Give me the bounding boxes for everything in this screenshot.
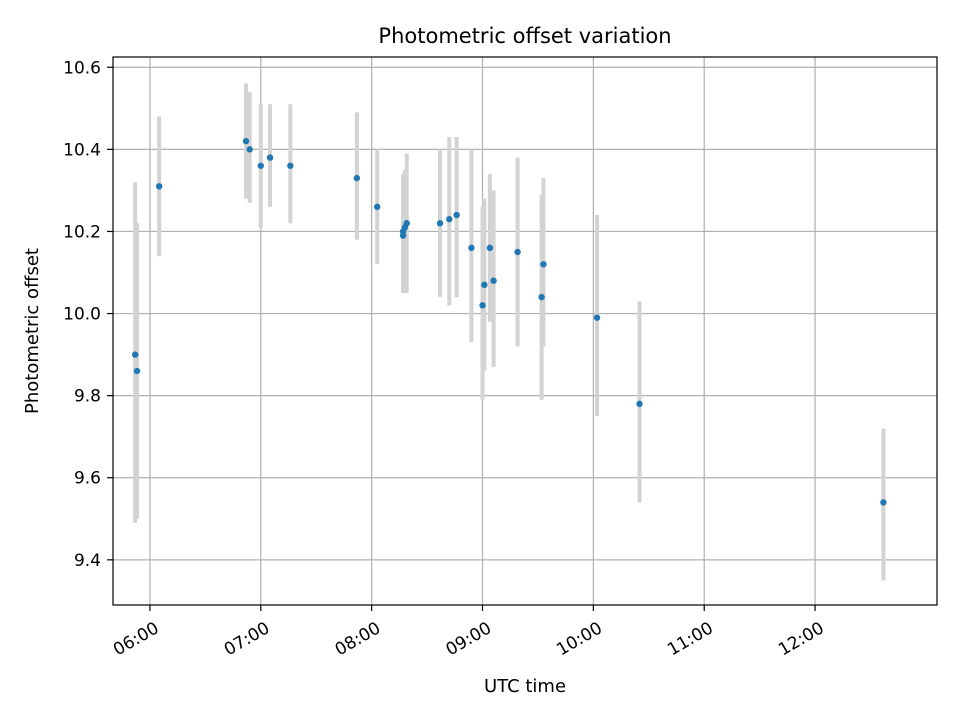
data-point: [131, 351, 139, 358]
data-point: [266, 154, 274, 161]
x-axis-label: UTC time: [484, 676, 566, 697]
y-tick-label: 9.8: [74, 387, 101, 407]
data-point: [373, 203, 381, 211]
y-axis-label: Photometric offset: [22, 248, 43, 414]
x-tick-label: 10:00: [553, 618, 605, 660]
y-tick-label: 9.6: [74, 469, 101, 489]
y-tick-label: 10.4: [63, 140, 101, 160]
data-point: [486, 244, 494, 252]
y-tick-label: 10.6: [63, 58, 101, 78]
data-point: [636, 400, 643, 408]
data-point: [403, 220, 410, 227]
data-point: [155, 183, 163, 190]
axis-ticks: 06:00 07:00 08:00 09:00 10:00 11:00 12:00 9.4 9.…: [63, 58, 827, 660]
x-tick-label: 08:00: [332, 618, 384, 660]
data-point: [436, 220, 444, 227]
y-tick-label: 10.0: [63, 305, 101, 325]
error-bars: [133, 83, 886, 581]
data-point: [540, 261, 547, 268]
grid: [113, 57, 937, 605]
data-point: [538, 293, 545, 301]
data-point: [514, 248, 521, 256]
y-tick-label: 10.2: [63, 222, 101, 242]
data-point: [399, 232, 407, 239]
plot-frame: [112, 56, 938, 606]
chart-title: Photometric offset variation: [378, 24, 671, 48]
x-tick-label: 09:00: [443, 618, 495, 660]
x-tick-label: 11:00: [664, 618, 716, 660]
data-point: [353, 174, 361, 182]
data-point: [481, 281, 488, 289]
data-point: [133, 367, 141, 375]
data-point: [479, 302, 486, 309]
x-tick-label: 07:00: [221, 618, 273, 660]
data-point: [246, 146, 253, 153]
x-tick-label: 12:00: [775, 618, 827, 660]
data-point: [242, 137, 250, 145]
data-points: [131, 137, 887, 506]
data-point: [880, 499, 887, 506]
data-point: [257, 162, 265, 169]
y-tick-label: 9.4: [74, 551, 101, 571]
data-point: [453, 211, 460, 219]
data-point: [446, 215, 453, 223]
x-tick-label: 06:00: [110, 618, 162, 660]
data-point: [468, 244, 475, 252]
data-point: [593, 314, 601, 321]
data-point: [490, 277, 497, 284]
data-point: [287, 162, 294, 169]
